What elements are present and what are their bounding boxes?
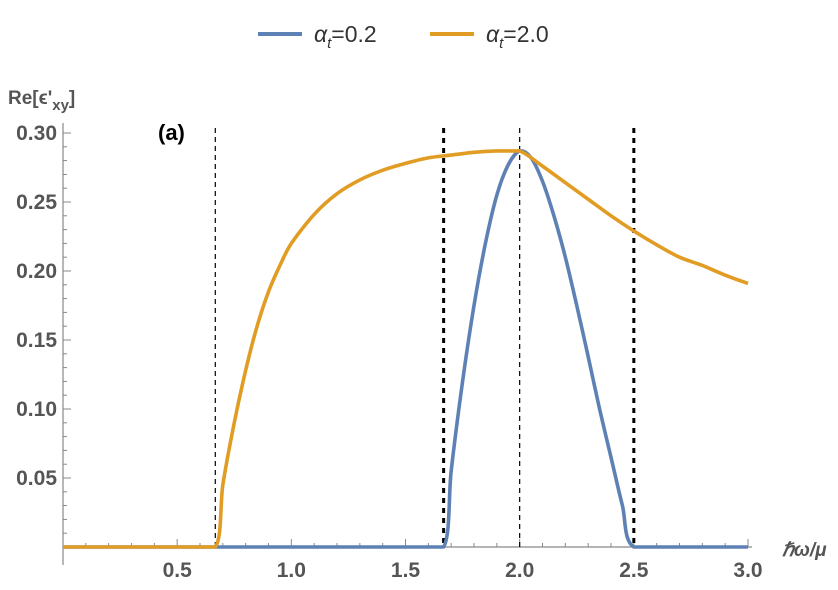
x-tick-label: 2.0	[505, 559, 534, 582]
legend-label-base: α	[314, 21, 328, 47]
y-label-main: Re[ϵ'	[8, 88, 52, 109]
x-tick-label: 1.5	[391, 559, 421, 582]
y-tick-label: 0.10	[16, 398, 57, 421]
legend-label-base: α	[486, 21, 500, 47]
legend-label-value: =0.2	[331, 21, 376, 47]
legend-entry-label: αt=0.2	[314, 21, 377, 52]
series-group	[63, 148, 749, 549]
legend-entry-label: αt=2.0	[486, 21, 549, 52]
legend: αt=0.2 αt=2.0	[258, 21, 549, 52]
x-tick-label: 3.0	[733, 559, 762, 582]
y-tick-label: 0.05	[16, 467, 57, 490]
series-line-alpha-0-2	[63, 148, 748, 549]
legend-label-sub: t	[327, 35, 332, 52]
reference-lines	[214, 128, 636, 547]
legend-label-sub: t	[499, 35, 504, 52]
y-tick-label: 0.25	[16, 191, 57, 214]
x-tick-label: 1.0	[277, 559, 306, 582]
y-axis-label: Re[ϵ'xy]	[8, 88, 75, 114]
y-tick-label: 0.15	[16, 329, 57, 352]
y-label-sub: xy	[52, 97, 69, 114]
y-tick-label: 0.20	[16, 260, 57, 283]
tick-labels: 0.5 1.0 1.5 2.0 2.5 3.0 0.05 0.10 0.15 0.20 0.25 0.…	[16, 122, 762, 582]
series-line-alpha-2-0	[63, 149, 749, 549]
y-label-close: ]	[69, 88, 75, 109]
y-tick-label: 0.30	[16, 122, 57, 145]
panel-label: (a)	[158, 120, 185, 145]
x-tick-label: 2.5	[619, 559, 649, 582]
axes	[62, 123, 752, 565]
x-axis-label: ℏω/μ	[782, 540, 827, 561]
x-tick-label: 0.5	[163, 559, 193, 582]
legend-label-value: =2.0	[503, 21, 548, 47]
